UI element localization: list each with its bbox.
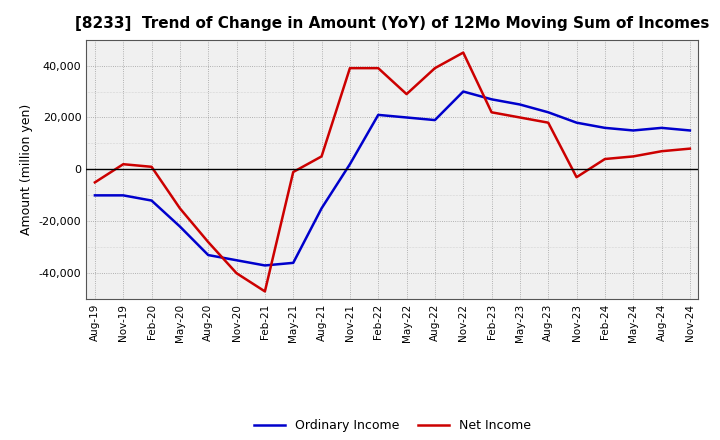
Net Income [600,156,609,161]
Ordinary Income [119,193,127,198]
Net Income [233,271,241,276]
Net Income [119,161,127,167]
Net Income [204,239,212,245]
Ordinary Income [176,224,184,229]
Net Income [516,115,524,120]
Net Income [487,110,496,115]
Legend: Ordinary Income, Net Income: Ordinary Income, Net Income [248,414,536,437]
Ordinary Income [261,263,269,268]
Net Income [289,169,297,175]
Ordinary Income [318,206,326,211]
Ordinary Income [516,102,524,107]
Y-axis label: Amount (million yen): Amount (million yen) [20,104,33,235]
Net Income [176,206,184,211]
Ordinary Income [233,258,241,263]
Net Income [261,289,269,294]
Ordinary Income [600,125,609,131]
Ordinary Income [572,120,581,125]
Net Income [148,164,156,169]
Ordinary Income [685,128,694,133]
Title: [8233]  Trend of Change in Amount (YoY) of 12Mo Moving Sum of Incomes: [8233] Trend of Change in Amount (YoY) o… [75,16,710,32]
Net Income [318,154,326,159]
Ordinary Income [204,253,212,258]
Net Income [657,149,666,154]
Ordinary Income [346,161,354,167]
Net Income [572,175,581,180]
Net Income [91,180,99,185]
Net Income [346,66,354,71]
Ordinary Income [374,112,382,117]
Ordinary Income [459,89,467,94]
Net Income [685,146,694,151]
Ordinary Income [431,117,439,123]
Net Income [544,120,552,125]
Ordinary Income [289,260,297,265]
Ordinary Income [402,115,411,120]
Net Income [629,154,637,159]
Net Income [402,92,411,97]
Line: Ordinary Income: Ordinary Income [95,92,690,265]
Net Income [459,50,467,55]
Ordinary Income [148,198,156,203]
Ordinary Income [657,125,666,131]
Ordinary Income [629,128,637,133]
Net Income [374,66,382,71]
Ordinary Income [91,193,99,198]
Ordinary Income [487,97,496,102]
Ordinary Income [544,110,552,115]
Line: Net Income: Net Income [95,52,690,291]
Net Income [431,66,439,71]
